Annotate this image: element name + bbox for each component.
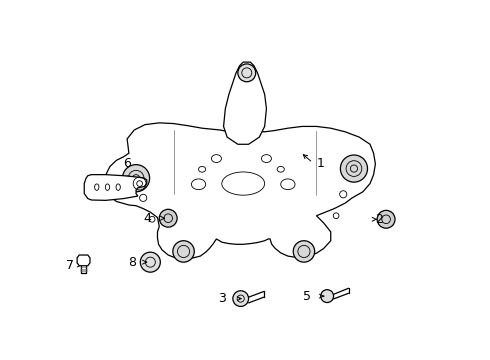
Text: 3: 3: [219, 292, 226, 305]
Text: 7: 7: [66, 258, 74, 271]
Polygon shape: [105, 123, 375, 258]
Circle shape: [341, 155, 368, 182]
Text: 5: 5: [303, 289, 311, 303]
Text: 4: 4: [144, 212, 151, 225]
Circle shape: [238, 64, 256, 82]
Text: 8: 8: [128, 256, 136, 269]
Text: 2: 2: [375, 213, 383, 226]
Polygon shape: [84, 175, 147, 201]
Text: 6: 6: [123, 157, 131, 170]
Circle shape: [293, 241, 315, 262]
Circle shape: [321, 290, 334, 302]
Circle shape: [140, 252, 160, 272]
Polygon shape: [77, 255, 90, 266]
Polygon shape: [223, 62, 267, 144]
Circle shape: [377, 210, 395, 228]
Text: 1: 1: [317, 157, 324, 170]
Circle shape: [159, 209, 177, 227]
Circle shape: [233, 291, 248, 306]
Circle shape: [173, 241, 194, 262]
Circle shape: [122, 165, 149, 192]
